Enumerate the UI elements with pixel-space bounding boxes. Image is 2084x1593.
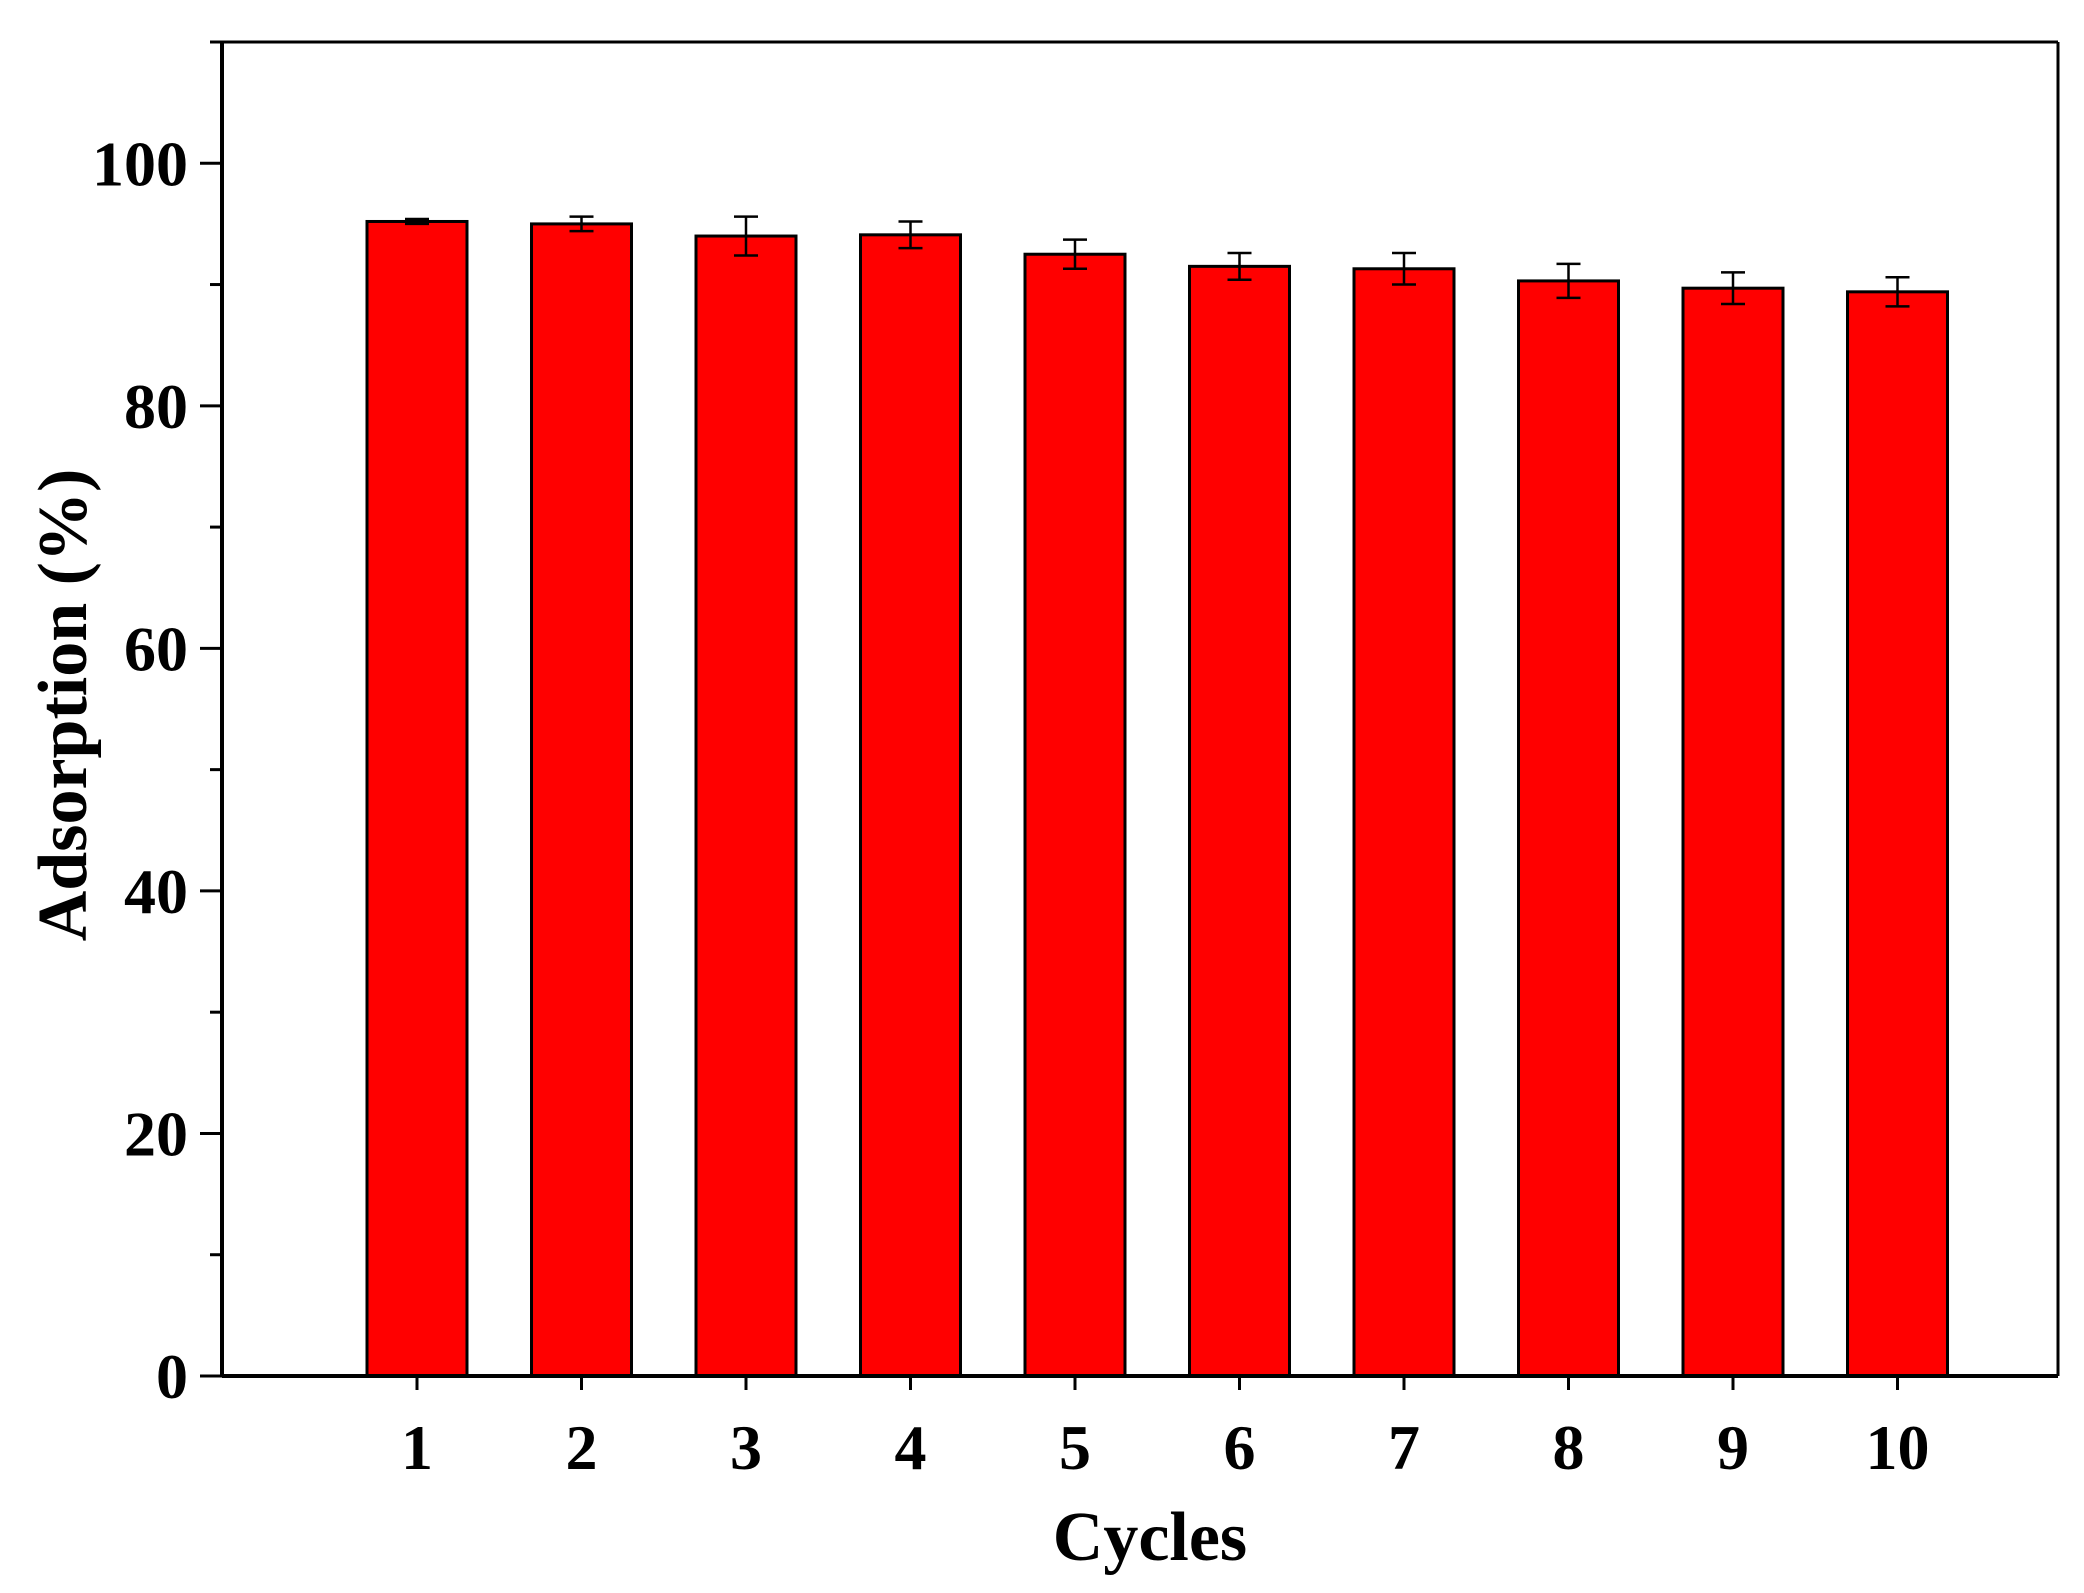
error-bar-3 xyxy=(734,215,758,257)
bar-8 xyxy=(1517,279,1620,1378)
x-tick-label: 5 xyxy=(1059,1412,1091,1483)
x-tick-label: 1 xyxy=(401,1412,433,1483)
axes xyxy=(200,40,2060,1390)
error-bar-2 xyxy=(569,215,594,233)
error-bars xyxy=(405,215,1910,308)
x-tick-label: 9 xyxy=(1717,1412,1749,1483)
x-tick-label: 8 xyxy=(1553,1412,1585,1483)
bar-1 xyxy=(365,219,469,1378)
y-tick-label: 20 xyxy=(124,1098,188,1169)
x-tick-label: 3 xyxy=(730,1412,762,1483)
bar-10 xyxy=(1846,290,1949,1378)
error-bar-1 xyxy=(405,217,429,226)
bar-5 xyxy=(1023,252,1127,1378)
error-bar-7 xyxy=(1392,251,1416,286)
x-tick-label: 2 xyxy=(566,1412,598,1483)
error-bar-4 xyxy=(898,220,923,250)
y-tick-label: 40 xyxy=(124,856,188,927)
bar-4 xyxy=(859,233,962,1378)
bars xyxy=(365,219,1949,1378)
y-axis-title: Adsorption (%) xyxy=(25,469,102,942)
bar-2 xyxy=(530,222,633,1378)
error-bar-9 xyxy=(1721,271,1745,306)
error-bar-10 xyxy=(1885,276,1910,308)
error-bar-8 xyxy=(1556,262,1581,300)
x-tick-label: 6 xyxy=(1224,1412,1256,1483)
x-axis-title: Cycles xyxy=(1053,1499,1247,1576)
x-tick-label: 7 xyxy=(1388,1412,1420,1483)
bar-3 xyxy=(694,234,798,1378)
y-tick-label: 60 xyxy=(124,613,188,684)
error-bar-5 xyxy=(1063,238,1087,271)
bar-7 xyxy=(1352,267,1456,1378)
bar-9 xyxy=(1681,286,1785,1378)
y-tick-label: 80 xyxy=(124,371,188,442)
x-tick-label: 10 xyxy=(1866,1412,1930,1483)
y-tick-label: 100 xyxy=(92,128,188,199)
y-tick-label: 0 xyxy=(156,1341,188,1412)
bar-6 xyxy=(1188,264,1291,1378)
error-bar-6 xyxy=(1227,251,1252,281)
x-tick-label: 4 xyxy=(895,1412,927,1483)
